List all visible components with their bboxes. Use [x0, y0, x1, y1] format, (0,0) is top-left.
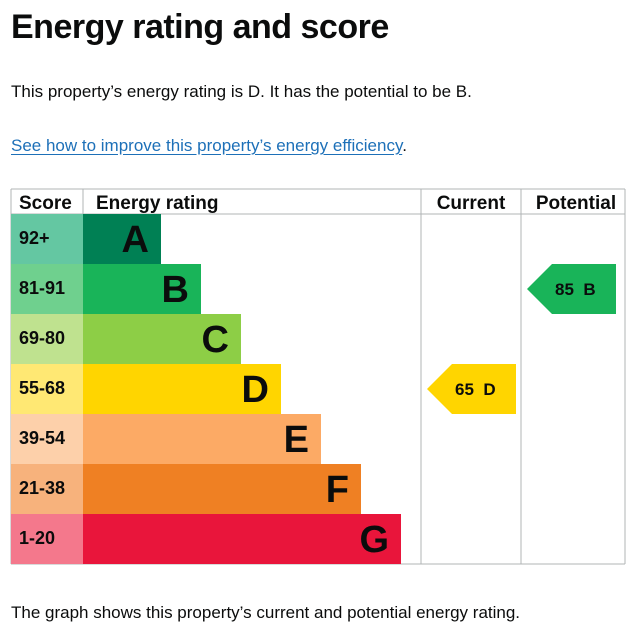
score-range-g: 1-20: [19, 528, 55, 548]
band-bar-g: [83, 514, 401, 564]
band-letter-c: C: [202, 319, 229, 361]
score-cell-g: [11, 514, 83, 564]
band-letter-a: A: [122, 219, 149, 261]
rating-markers: 65 D 85 B: [427, 264, 616, 414]
score-header: Score: [19, 193, 72, 214]
score-range-a: 92+: [19, 228, 50, 248]
band-letter-d: D: [242, 369, 269, 411]
chart-caption: The graph shows this property’s current …: [11, 603, 521, 622]
band-letter-b: B: [162, 269, 189, 311]
score-cell-c: [11, 314, 83, 364]
score-range-b: 81-91: [19, 278, 65, 298]
band-bar-e: [83, 414, 321, 464]
improve-efficiency-link[interactable]: See how to improve this property’s energ…: [11, 136, 403, 155]
page-title: Energy rating and score: [11, 8, 389, 46]
score-cell-a: [11, 214, 83, 264]
band-bar-a: [83, 214, 161, 264]
band-bar-b: [83, 264, 201, 314]
current-header: Current: [437, 193, 506, 214]
energy-rating-header: Energy rating: [96, 193, 218, 214]
rating-bands: 92+ A 81-91 B 69-80 C 55-68 D 39-54 E 21-38 F 1-20 G: [11, 214, 401, 564]
link-suffix: .: [402, 136, 407, 155]
band-bar-d: [83, 364, 281, 414]
band-bar-c: [83, 314, 241, 364]
current-rating-label: 65 D: [455, 380, 496, 399]
potential-header: Potential: [536, 193, 616, 214]
score-range-d: 55-68: [19, 378, 65, 398]
band-letter-e: E: [284, 419, 309, 461]
score-cell-b: [11, 264, 83, 314]
score-cell-e: [11, 414, 83, 464]
score-range-c: 69-80: [19, 328, 65, 348]
band-letter-f: F: [326, 469, 349, 511]
band-letter-g: G: [359, 519, 389, 561]
improve-link-line: See how to improve this property’s energ…: [11, 136, 407, 156]
potential-rating-arrow: [527, 264, 616, 314]
score-range-e: 39-54: [19, 428, 65, 448]
rating-summary: This property’s energy rating is D. It h…: [11, 82, 472, 101]
current-rating-arrow: [427, 364, 516, 414]
score-range-f: 21-38: [19, 478, 65, 498]
score-cell-d: [11, 364, 83, 414]
band-bar-f: [83, 464, 361, 514]
score-cell-f: [11, 464, 83, 514]
potential-rating-label: 85 B: [555, 280, 596, 299]
